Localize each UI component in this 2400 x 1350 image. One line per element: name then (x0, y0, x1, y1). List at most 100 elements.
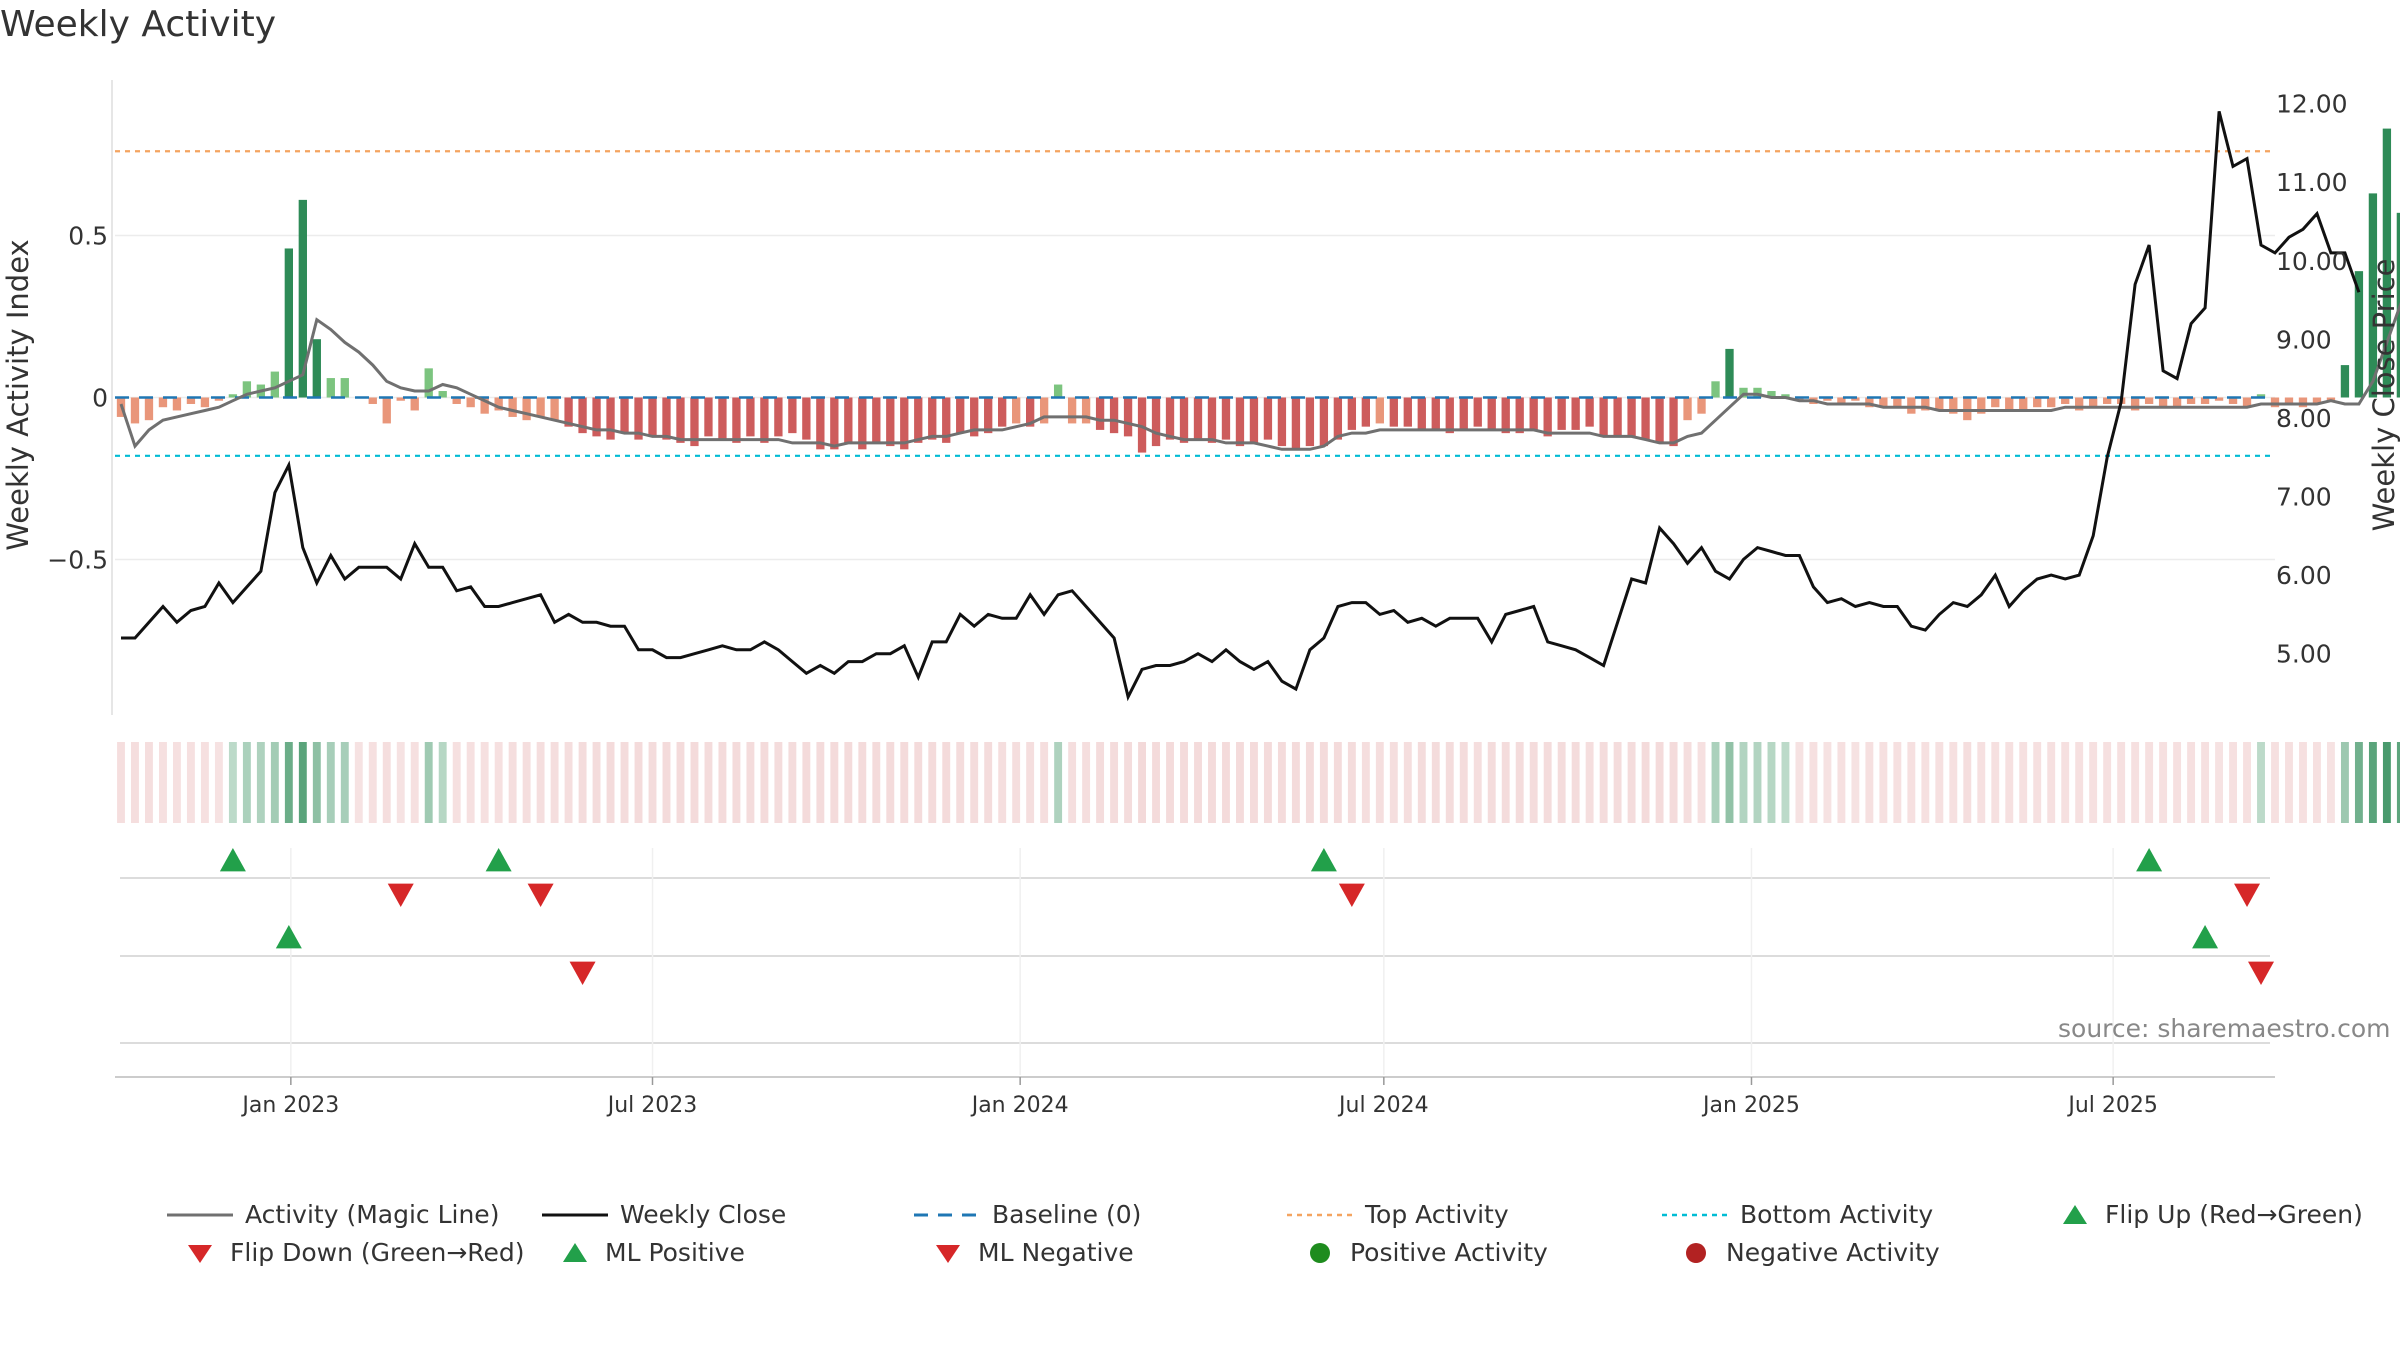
activity-bar (1753, 387, 1762, 398)
heat-strip (2243, 742, 2251, 823)
heat-strip (2019, 742, 2028, 823)
heat-strip (2145, 742, 2154, 823)
activity-bar (466, 397, 475, 408)
activity-bar (816, 397, 825, 450)
heat-strip (802, 742, 811, 823)
activity-bar (298, 199, 307, 398)
legend-swatch (542, 1213, 608, 1216)
activity-bar (1151, 397, 1161, 447)
activity-bar (1725, 348, 1734, 398)
activity-bar (746, 397, 755, 437)
heat-strip (1403, 742, 1412, 823)
activity-bar (984, 397, 993, 434)
activity-bar (2102, 397, 2112, 404)
heat-strip (424, 742, 433, 823)
heat-strip (536, 742, 545, 823)
activity-bar (1585, 397, 1594, 427)
heat-strip (1431, 742, 1440, 823)
axes: 0.5 0 −0.5 5.00 6.00 7.00 8.00 9.00 10.00 11.00 12… (1, 80, 2400, 715)
activity-bar (718, 397, 727, 440)
magic-line (119, 302, 2400, 451)
activity-bar (172, 397, 182, 411)
activity-bar (1487, 397, 1496, 430)
activity-bar (2214, 397, 2224, 401)
activity-bar (690, 397, 699, 447)
heat-strip (2005, 742, 2014, 823)
legend-up-triangle (2063, 1204, 2087, 1224)
heat-strip (858, 742, 867, 823)
heat-strip (284, 742, 293, 823)
activity-bar (1907, 397, 1916, 414)
activity-bar (1053, 384, 1063, 398)
x-axis: Jan 2023 Jul 2023 Jan 2024 Jul 2024 Jan 2025… (115, 1076, 2275, 1118)
heat-strip (1263, 742, 1272, 823)
heat-strip (1515, 742, 1524, 823)
legend-item: ML Positive (555, 1238, 745, 1267)
legend: Activity (Magic Line) Weekly Close Baselin… (0, 1200, 2400, 1300)
activity-bar (424, 368, 433, 398)
y2-tick-label: 5.00 (2276, 640, 2332, 669)
activity-bar (550, 397, 559, 421)
legend-item: Bottom Activity (1660, 1200, 1933, 1229)
heat-strip (1236, 742, 1244, 823)
activity-bar (1375, 397, 1384, 424)
heat-strip (578, 742, 587, 823)
y2-tick-label: 8.00 (2276, 404, 2332, 433)
activity-bar (1403, 397, 1412, 427)
heat-strip (1921, 742, 1930, 823)
x-tick-label: Jan 2024 (970, 1093, 1069, 1118)
activity-bar (1739, 387, 1748, 398)
heat-strip (1124, 742, 1133, 823)
heat-strip (2159, 742, 2168, 823)
heat-strip (1417, 742, 1426, 823)
activity-bar (788, 397, 797, 434)
heat-strip (1487, 742, 1496, 823)
heat-strip (2382, 742, 2391, 823)
activity-bar (760, 397, 769, 443)
activity-bar (914, 397, 923, 443)
heat-strip (1571, 742, 1580, 823)
heat-strip (1208, 742, 1216, 823)
flip-down-marker (527, 883, 554, 907)
heat-strip (1152, 742, 1160, 823)
activity-bar (1361, 397, 1370, 427)
activity-bar (1627, 397, 1636, 437)
activity-bar (1781, 394, 1790, 398)
heat-strip (494, 742, 503, 823)
y-axis-label: Weekly Activity Index (1, 239, 35, 550)
activity-bar (1767, 391, 1776, 398)
legend-swatch (188, 1244, 212, 1263)
activity-bar (1319, 397, 1329, 447)
heat-strip (2340, 742, 2349, 823)
activity-bar (270, 371, 280, 398)
activity-bar (1193, 397, 1203, 440)
heat-strip (1543, 742, 1552, 823)
heat-strip (1879, 742, 1888, 823)
heat-strip (1893, 742, 1902, 823)
x-tick-label: Jul 2025 (2066, 1093, 2158, 1118)
activity-bar (1473, 397, 1482, 427)
heat-strip (606, 742, 615, 823)
heat-strip (886, 742, 895, 823)
x-tick-label: Jan 2023 (240, 1093, 339, 1118)
activity-bar (1305, 397, 1315, 447)
heat-strip (2229, 742, 2237, 823)
activity-bar (774, 397, 783, 437)
heat-strip (1823, 742, 1832, 823)
heat-strip (746, 742, 755, 823)
heat-strip (256, 742, 265, 823)
heat-strip (1138, 742, 1146, 823)
activity-bar (1389, 397, 1398, 427)
heat-strip (410, 742, 419, 823)
flip-up-marker (485, 848, 512, 872)
heat-strip (1557, 742, 1566, 823)
heat-strip (2173, 742, 2182, 823)
heat-strip (718, 742, 727, 823)
heat-strip (1375, 742, 1384, 823)
activity-bar (1179, 397, 1189, 443)
heat-strip (466, 742, 475, 823)
activity-bar (1543, 397, 1552, 437)
legend-up-triangle (563, 1242, 587, 1262)
activity-bar (1613, 397, 1622, 437)
heat-strip (1711, 742, 1720, 823)
